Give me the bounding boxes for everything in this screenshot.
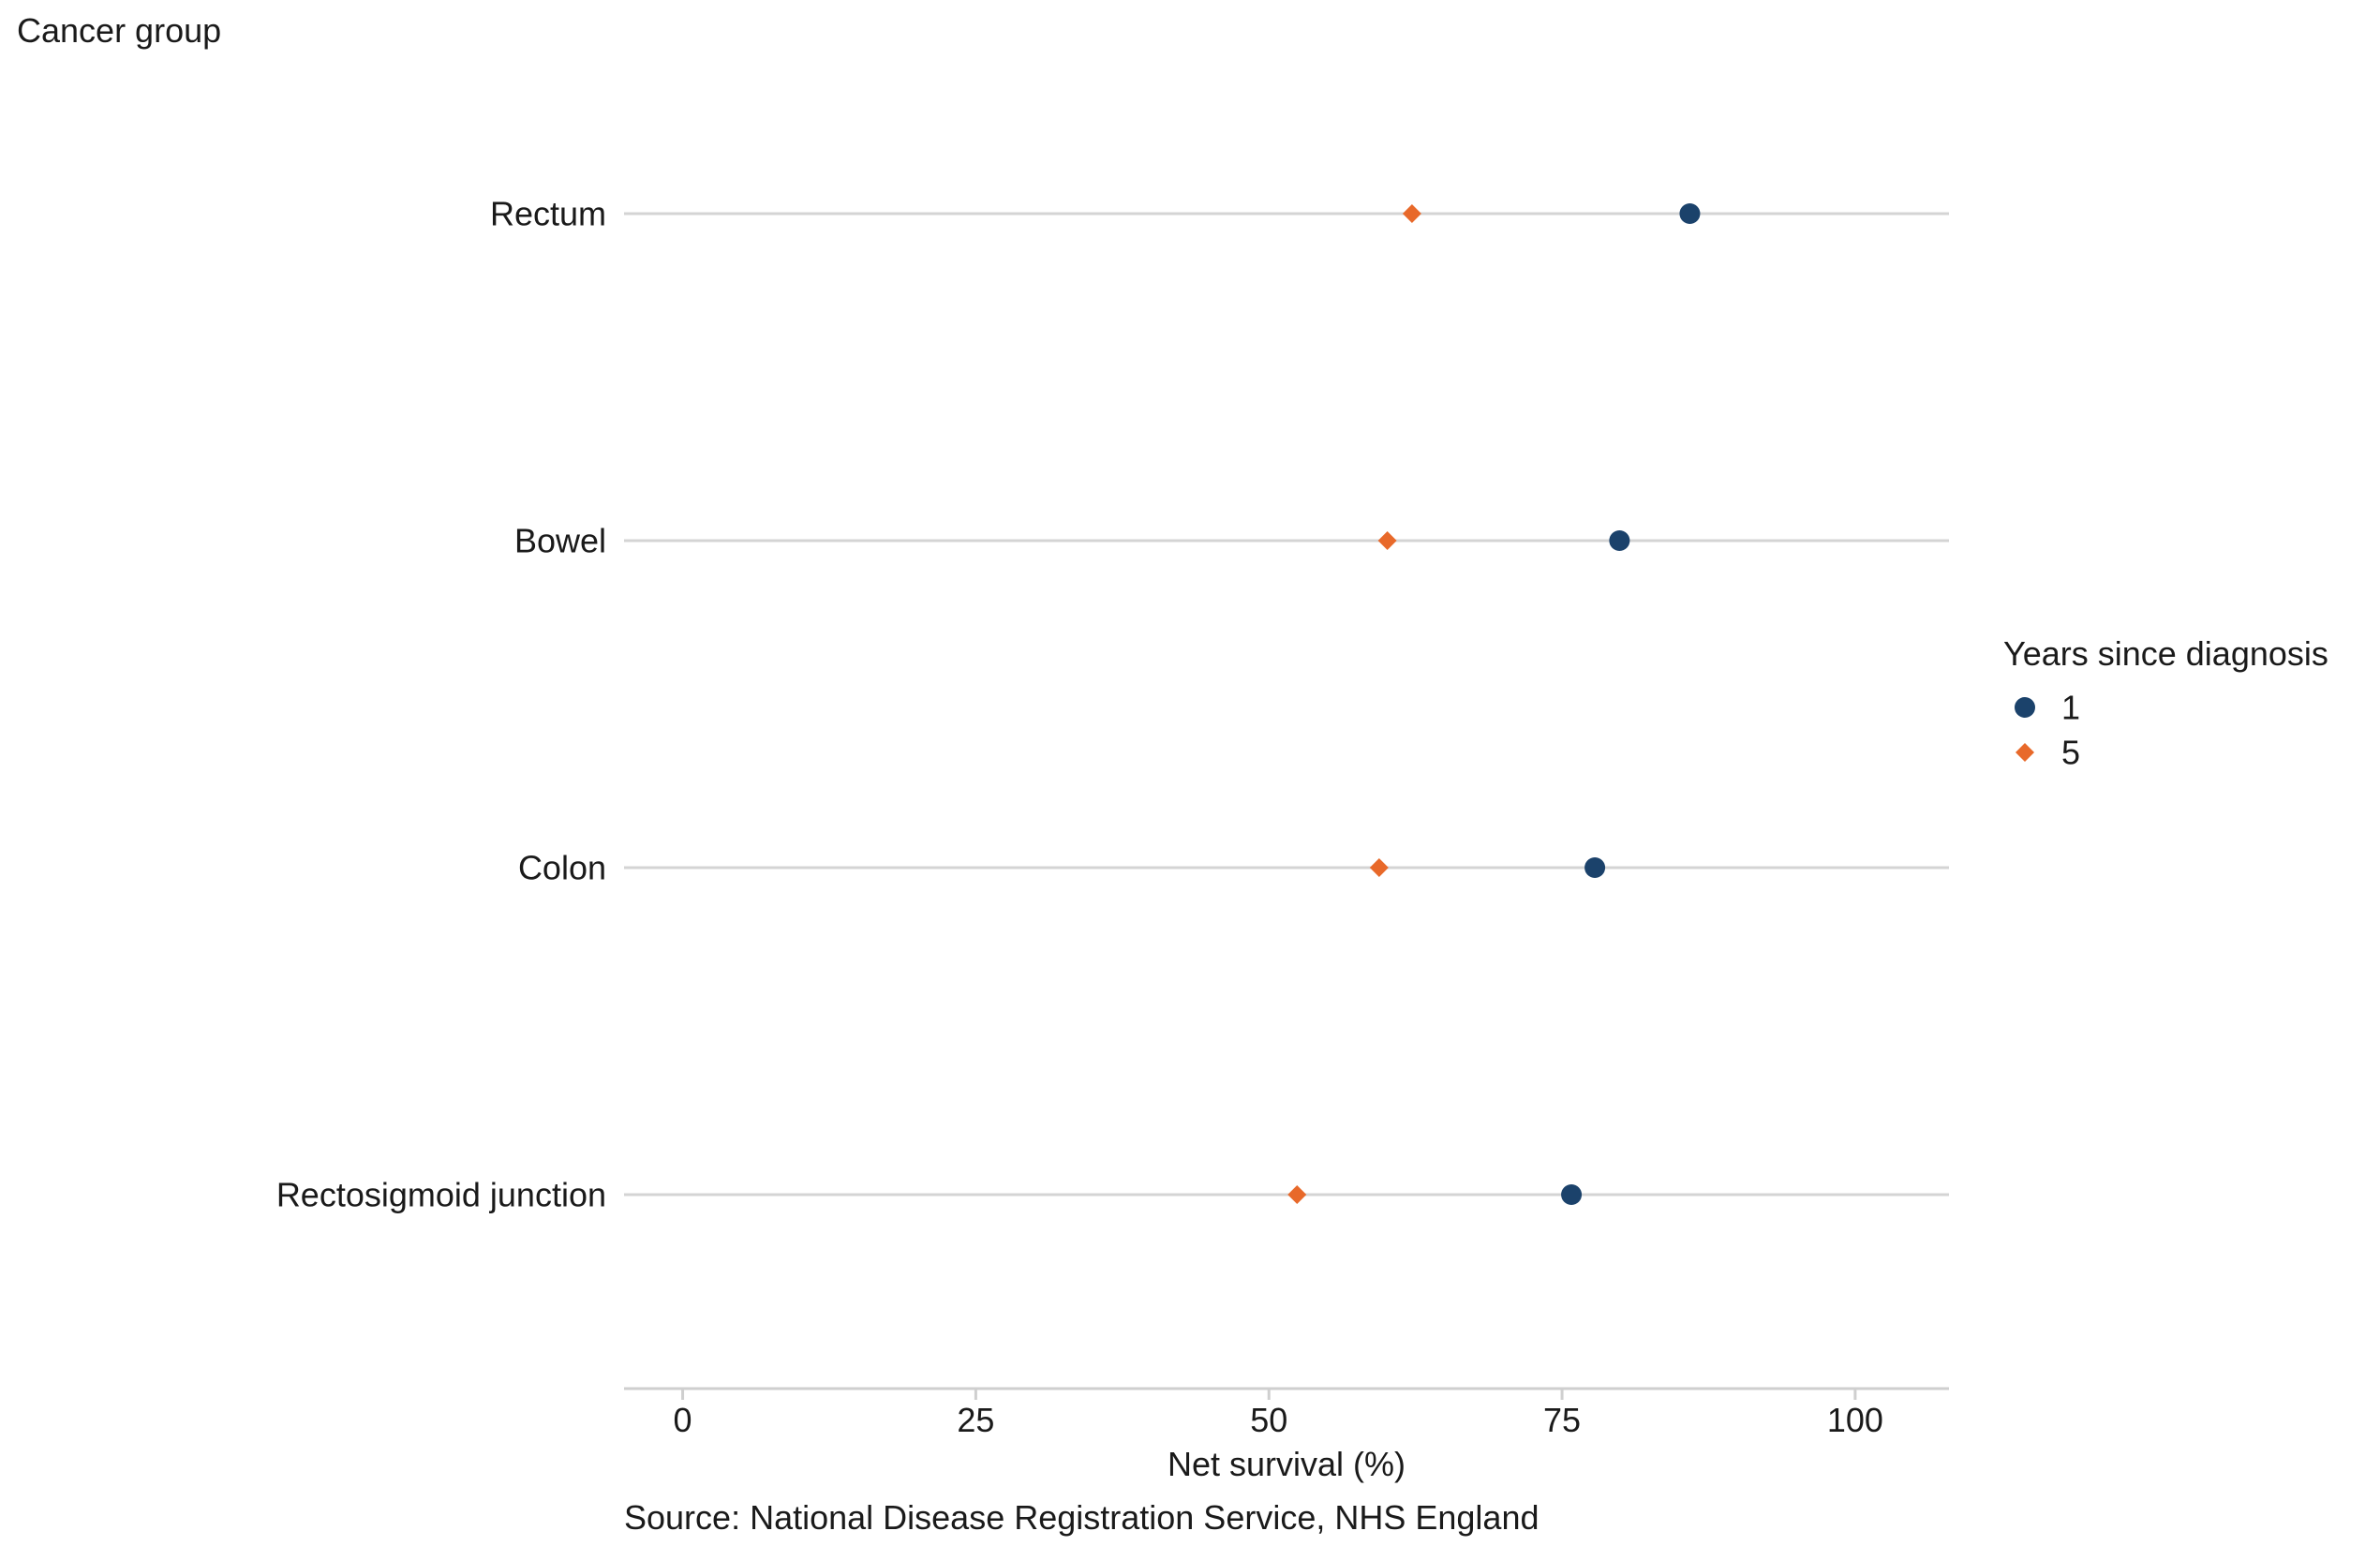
legend-label-5: 5: [2061, 734, 2080, 772]
legend-key-1: [2015, 697, 2035, 718]
points-layer: [1287, 203, 1701, 1205]
data-point-1-year: [1609, 530, 1630, 551]
x-tick-label: 0: [674, 1401, 692, 1439]
x-tick-label: 50: [1250, 1401, 1287, 1439]
x-axis-title: Net survival (%): [1168, 1445, 1406, 1483]
legend-key-5: [2016, 743, 2034, 762]
legend-label-1: 1: [2061, 689, 2080, 727]
category-label: Colon: [518, 849, 606, 887]
legend: Years since diagnosis 15: [2003, 634, 2328, 772]
grid-layer: [624, 212, 1949, 1197]
category-label: Rectosigmoid junction: [276, 1176, 606, 1214]
legend-items: 15: [2015, 689, 2080, 772]
data-point-5-year: [1402, 204, 1421, 223]
y-axis-title: Cancer group: [17, 11, 221, 50]
data-point-1-year: [1679, 203, 1701, 224]
data-point-5-year: [1377, 531, 1397, 550]
category-labels: Rectum Bowel Colon Rectosigmoid junction: [276, 195, 606, 1214]
x-tick-label: 100: [1827, 1401, 1883, 1439]
x-tick-label: 75: [1543, 1401, 1581, 1439]
source-caption: Source: National Disease Registration Se…: [624, 1498, 1539, 1537]
category-label: Bowel: [514, 522, 606, 560]
data-point-1-year: [1584, 857, 1606, 878]
legend-title: Years since diagnosis: [2003, 634, 2328, 673]
category-label: Rectum: [490, 195, 606, 233]
x-tick-label: 25: [957, 1401, 994, 1439]
x-axis-ticks: 0 25 50 75 100: [674, 1389, 1883, 1439]
data-point-1-year: [1561, 1184, 1583, 1205]
data-point-5-year: [1369, 858, 1389, 877]
data-point-5-year: [1287, 1185, 1307, 1204]
